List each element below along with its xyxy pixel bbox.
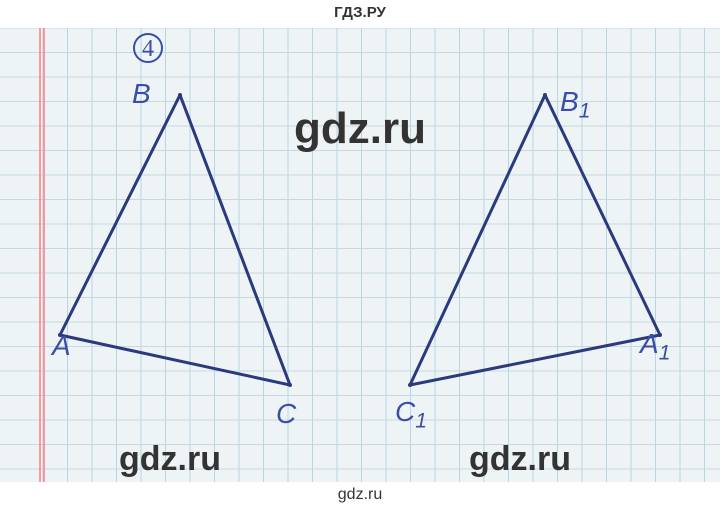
vertex-label-B: B <box>132 78 151 110</box>
page-canvas: 4 ГДЗ.РУ gdz.ru gdz.ru gdz.ru gdz.ru A B… <box>0 0 720 509</box>
vertex-label-C: C <box>276 398 296 430</box>
header-text: ГДЗ.РУ <box>334 4 386 21</box>
vertex-label-A1: A1 <box>640 328 670 366</box>
watermark: gdz.ru <box>294 104 426 154</box>
vertex-label-B1: B1 <box>560 86 590 124</box>
vertex-label-A: A <box>52 330 71 362</box>
drawing-svg: 4 <box>0 0 720 509</box>
watermark: gdz.ru <box>119 440 221 479</box>
footer-text: gdz.ru <box>338 486 382 504</box>
vertex-label-C1: C1 <box>395 396 427 434</box>
svg-text:4: 4 <box>142 36 154 62</box>
watermark: gdz.ru <box>469 440 571 479</box>
